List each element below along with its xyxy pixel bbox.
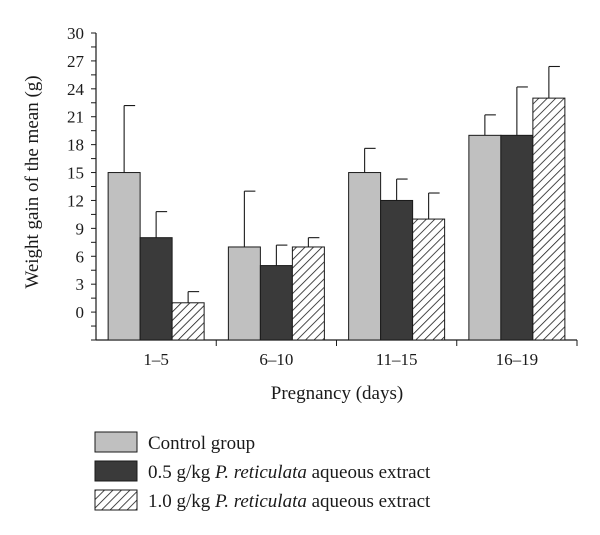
legend-label: 0.5 g/kg P. reticulata aqueous extract	[148, 462, 431, 483]
bar	[500, 134, 534, 341]
y-tick-label: 30	[67, 24, 84, 43]
y-axis-title: Weight gain of the mean (g)	[22, 75, 43, 288]
y-tick-label: 21	[67, 108, 84, 127]
bar	[380, 199, 414, 341]
x-axis-title: Pregnancy (days)	[271, 383, 403, 404]
plot-area: 0 3 6 9 12 15 18 21 24 27 30 1–5 6–10 11–15 16–19	[67, 24, 578, 369]
legend-swatch	[94, 460, 138, 482]
bar	[532, 97, 566, 341]
x-tick-label: 16–19	[496, 350, 539, 369]
legend-label: Control group	[148, 433, 255, 454]
bar	[171, 302, 205, 341]
bar	[107, 172, 141, 341]
bar	[412, 218, 446, 341]
y-tick-label: 24	[67, 80, 85, 99]
legend-swatch	[94, 489, 138, 511]
y-tick-label: 18	[67, 136, 84, 155]
legend-label: 1.0 g/kg P. reticulata aqueous extract	[148, 491, 431, 512]
x-tick-label: 11–15	[376, 350, 418, 369]
bar	[468, 134, 502, 341]
bar	[348, 172, 382, 341]
legend: Control group 0.5 g/kg P. reticulata aque…	[94, 431, 431, 512]
bar	[259, 265, 293, 341]
x-tick-label: 6–10	[259, 350, 293, 369]
bar	[227, 246, 261, 341]
x-tick-label: 1–5	[143, 350, 169, 369]
legend-swatch	[94, 431, 138, 453]
y-tick-label: 12	[67, 191, 84, 210]
y-tick-label: 0	[76, 303, 85, 322]
bar	[139, 237, 173, 341]
y-tick-label: 6	[76, 247, 85, 266]
y-tick-label: 3	[76, 275, 85, 294]
y-tick-label: 27	[67, 52, 85, 71]
bar	[291, 246, 325, 341]
y-tick-label: 15	[67, 164, 84, 183]
y-tick-label: 9	[76, 219, 85, 238]
